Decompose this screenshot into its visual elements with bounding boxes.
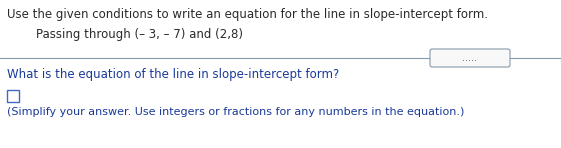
FancyBboxPatch shape: [7, 90, 19, 102]
Text: (Simplify your answer. Use integers or fractions for any numbers in the equation: (Simplify your answer. Use integers or f…: [7, 107, 465, 117]
Text: Passing through (– 3, – 7) and (2,8): Passing through (– 3, – 7) and (2,8): [36, 28, 243, 41]
Text: What is the equation of the line in slope-intercept form?: What is the equation of the line in slop…: [7, 68, 339, 81]
FancyBboxPatch shape: [430, 49, 510, 67]
Text: Use the given conditions to write an equation for the line in slope-intercept fo: Use the given conditions to write an equ…: [7, 8, 488, 21]
Text: .....: .....: [462, 53, 477, 63]
